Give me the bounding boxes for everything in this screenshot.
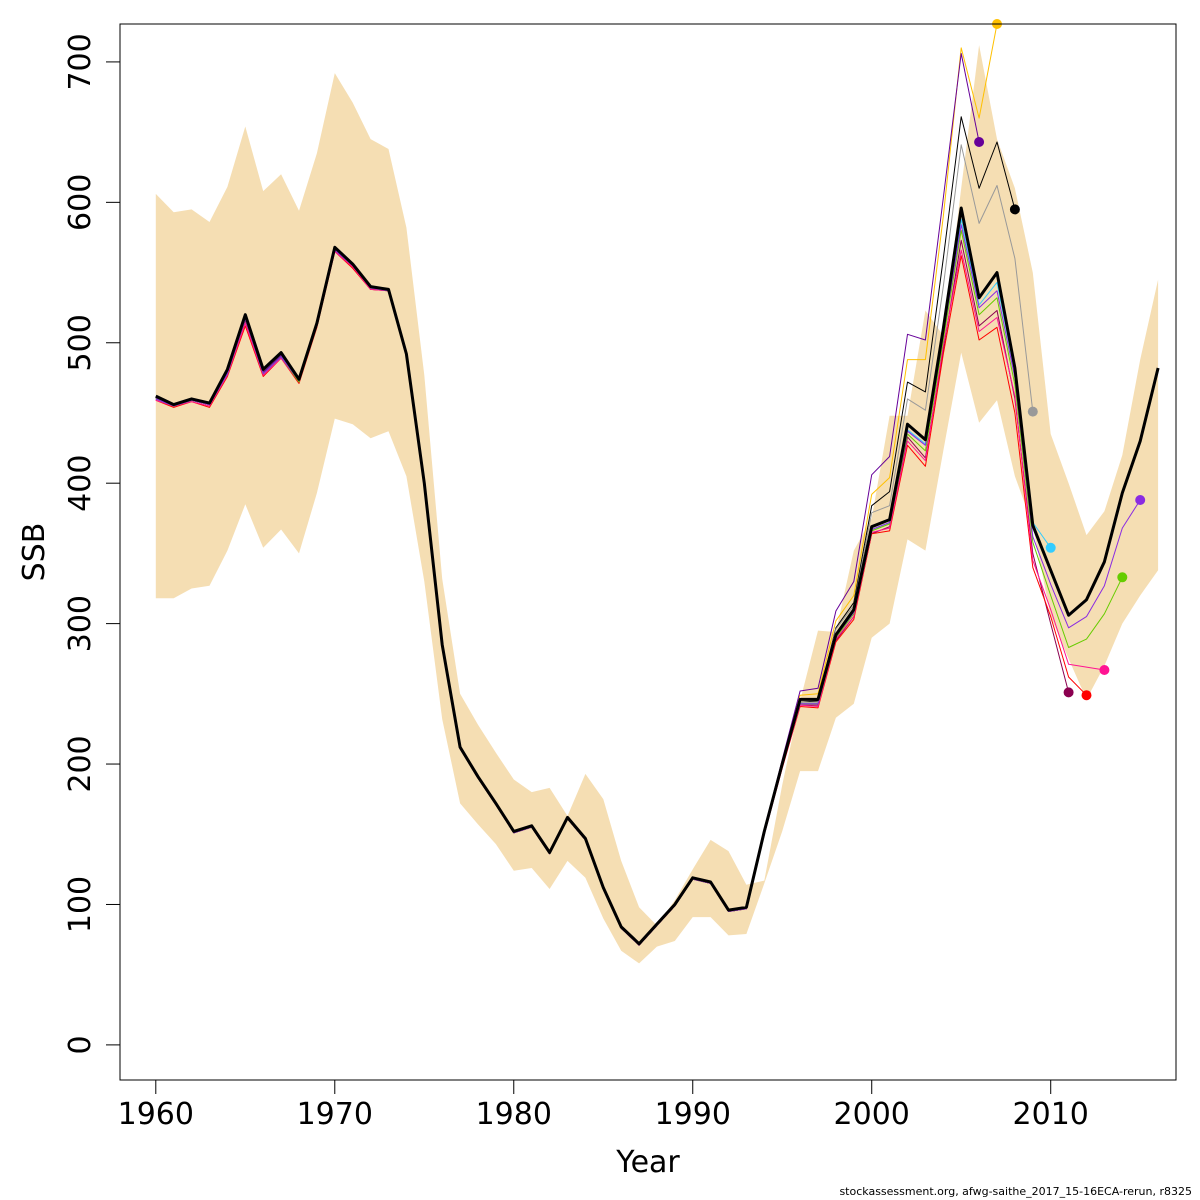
confidence-band	[155, 45, 1159, 964]
series-endpoint-8	[1099, 665, 1110, 675]
series-endpoint-7	[1081, 690, 1092, 701]
series-line-base	[155, 206, 1160, 946]
x-tick-label: 1970	[297, 1097, 373, 1132]
x-tick-label: 1980	[476, 1097, 552, 1132]
confidence-band-layer	[155, 45, 1159, 964]
series-endpoints-layer	[974, 19, 1146, 701]
y-axis: 0 100 200 300 400 500 600 700	[63, 33, 121, 1054]
series-endpoint-5	[1045, 542, 1056, 553]
x-tick-label: 1960	[118, 1097, 194, 1132]
y-tick-label: 400	[63, 455, 98, 512]
y-tick-label: 500	[63, 314, 98, 371]
series-endpoint-6	[1063, 687, 1074, 698]
y-tick-label: 600	[63, 174, 98, 231]
y-axis-title: SSB	[17, 523, 52, 582]
y-tick-label: 0	[63, 1035, 98, 1054]
y-tick-label: 100	[63, 876, 98, 933]
x-tick-label: 2000	[834, 1097, 910, 1132]
x-axis-title: Year	[615, 1145, 680, 1180]
series-endpoint-10	[1135, 495, 1146, 505]
series-endpoint-1	[1009, 204, 1020, 215]
series-layer	[155, 23, 1160, 946]
series-endpoint-4	[974, 137, 985, 147]
y-tick-label: 200	[63, 735, 98, 792]
y-tick-label: 700	[63, 33, 98, 90]
x-tick-label: 1990	[655, 1097, 731, 1132]
x-axis: 1960 1970 1980 1990 2000 2010	[118, 1079, 1089, 1132]
series-endpoint-9	[1117, 572, 1128, 583]
y-tick-label: 300	[63, 595, 98, 652]
footer-credit: stockassessment.org, afwg-saithe_2017_15…	[839, 1185, 1192, 1198]
series-endpoint-2	[1027, 406, 1038, 417]
x-tick-label: 2010	[1013, 1097, 1089, 1132]
